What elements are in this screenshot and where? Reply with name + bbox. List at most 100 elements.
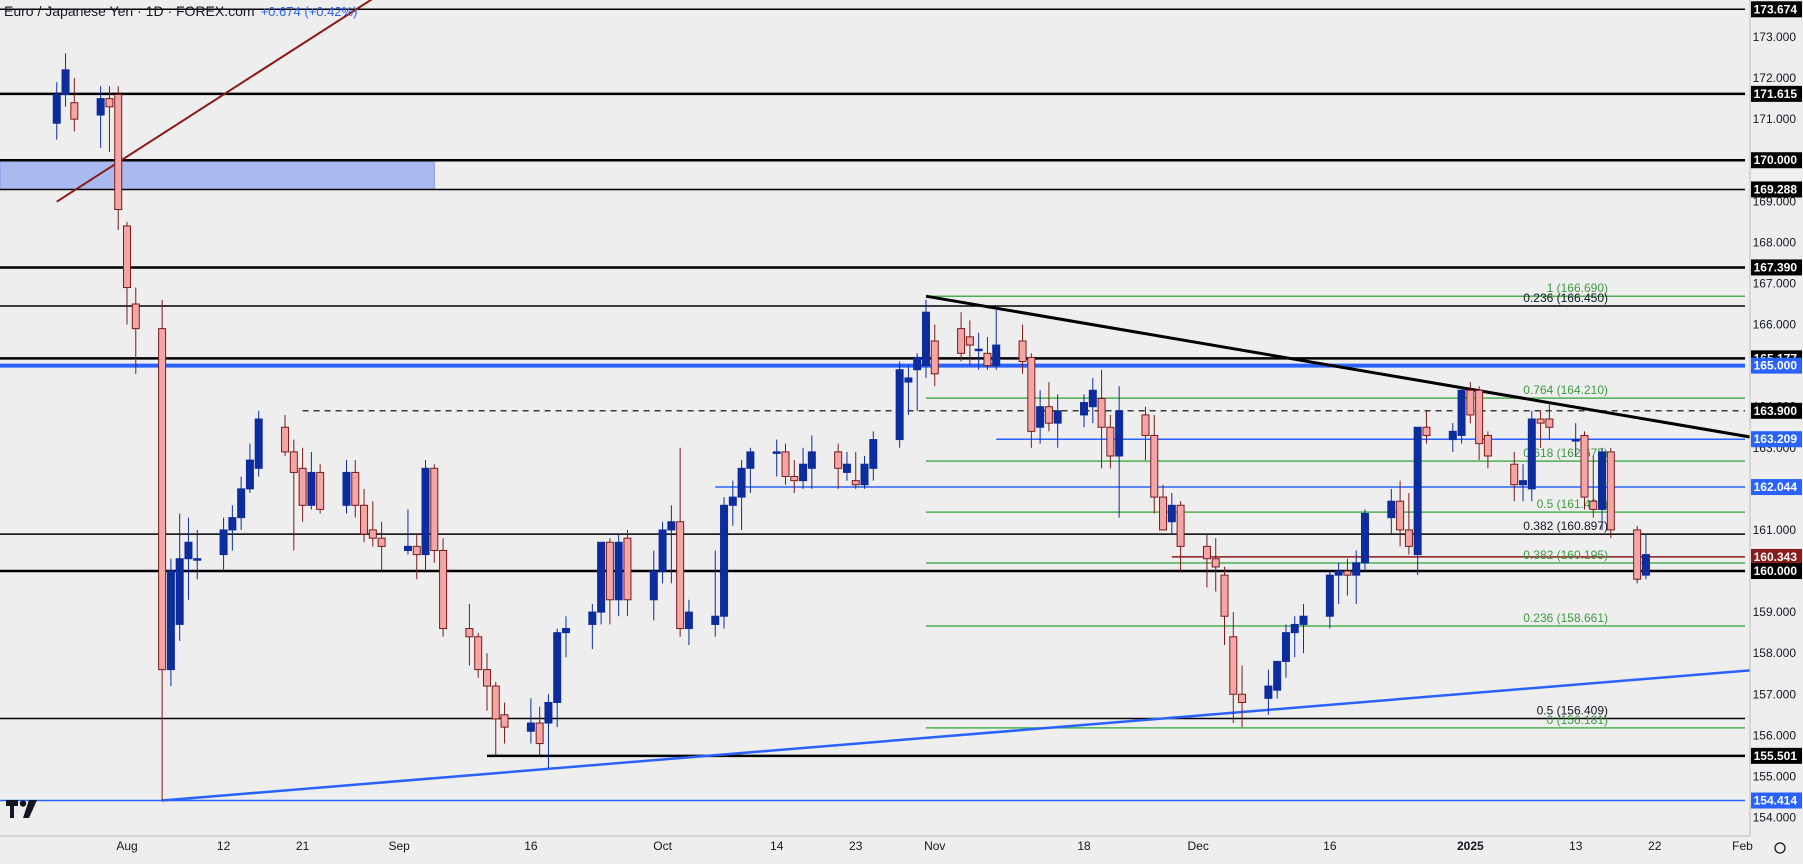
candle-body[interactable] [1264,685,1273,699]
candle-body[interactable] [553,632,562,703]
candle-body[interactable] [1457,389,1466,436]
candle-body[interactable] [96,98,105,116]
candle-body[interactable] [720,504,729,617]
candle-body[interactable] [412,545,421,556]
candle-body[interactable] [1413,426,1422,556]
candle-body[interactable] [974,348,983,352]
candle-body[interactable] [1519,480,1528,486]
candle-body[interactable] [1202,545,1211,560]
candle-body[interactable] [289,451,298,473]
candle-body[interactable] [1325,574,1334,617]
candle-body[interactable] [228,517,237,531]
candle-body[interactable] [614,541,623,601]
candle-body[interactable] [465,628,474,638]
candle-body[interactable] [123,225,131,289]
time-axis[interactable] [0,836,1803,859]
candle-body[interactable] [491,685,500,720]
candle-body[interactable] [746,451,755,469]
candle-body[interactable] [245,459,254,490]
candle-body[interactable] [649,570,658,601]
candle-body[interactable] [1106,426,1115,457]
candle-body[interactable] [1053,410,1062,424]
candle-body[interactable] [1088,389,1097,408]
candle-body[interactable] [1475,389,1484,445]
candle-body[interactable] [913,356,922,371]
resistance-zone[interactable] [0,159,435,190]
candle-body[interactable] [1229,636,1238,695]
candle-body[interactable] [904,377,913,383]
candle-body[interactable] [1018,340,1027,363]
candle-body[interactable] [1273,660,1282,691]
candle-body[interactable] [482,669,491,687]
candle-body[interactable] [562,628,570,634]
candle-body[interactable] [316,471,325,510]
candle-body[interactable] [1080,402,1089,416]
candle-body[interactable] [1360,513,1369,564]
candle-body[interactable] [1150,434,1159,498]
candle-body[interactable] [667,521,676,531]
candle-body[interactable] [158,328,167,671]
candle-body[interactable] [1545,418,1554,428]
candle-body[interactable] [114,93,123,211]
candle-body[interactable] [1641,554,1650,576]
candle-body[interactable] [474,636,483,671]
candle-body[interactable] [351,471,360,506]
candle-body[interactable] [544,701,553,724]
candle-body[interactable] [52,93,61,124]
candle-body[interactable] [1281,632,1290,662]
descending-trendline[interactable] [925,294,1803,464]
candle-body[interactable] [193,558,202,561]
candle-body[interactable] [807,451,816,469]
candle-body[interactable] [597,541,606,613]
candle-body[interactable] [1167,504,1176,523]
candle-body[interactable] [131,303,140,330]
candle-body[interactable] [992,344,1001,367]
candle-body[interactable] [1115,410,1124,457]
candle-body[interactable] [930,340,939,375]
candle-body[interactable] [1352,562,1361,576]
candle-body[interactable] [983,352,992,367]
candle-body[interactable] [1238,693,1247,703]
candle-body[interactable] [307,471,316,506]
candle-body[interactable] [957,328,966,354]
candle-body[interactable] [1211,558,1220,568]
candle-body[interactable] [166,570,175,671]
candle-body[interactable] [834,451,843,469]
candle-body[interactable] [842,463,851,473]
candle-body[interactable] [860,463,869,486]
candle-body[interactable] [965,336,974,346]
candle-body[interactable] [1343,570,1352,576]
candle-body[interactable] [772,451,781,454]
candle-body[interactable] [184,541,193,560]
candle-body[interactable] [254,418,263,469]
rising-trendline[interactable] [162,657,1803,802]
candle-body[interactable] [781,451,790,478]
maroon-trendline[interactable] [56,0,382,203]
candle-body[interactable] [368,529,377,539]
candle-body[interactable] [1334,570,1343,576]
candle-body[interactable] [1396,500,1405,531]
candle-body[interactable] [676,521,685,630]
candle-body[interactable] [1422,426,1431,436]
candle-body[interactable] [219,529,228,556]
candle-body[interactable] [895,369,904,441]
candle-body[interactable] [623,537,632,601]
candle-body[interactable] [869,439,878,469]
candle-body[interactable] [175,558,184,625]
candle-body[interactable] [1176,504,1185,547]
tradingview-logo-icon[interactable] [6,800,38,823]
candle-body[interactable] [1598,451,1607,510]
candle-body[interactable] [61,69,70,95]
candle-body[interactable] [1159,496,1168,531]
candle-body[interactable] [1571,439,1580,442]
candle-body[interactable] [1141,414,1150,436]
candle-body[interactable] [658,529,667,572]
candle-body[interactable] [605,541,614,601]
candle-body[interactable] [1580,434,1589,498]
candle-body[interactable] [1299,615,1308,625]
candle-body[interactable] [1404,529,1413,547]
candle-body[interactable] [588,611,597,625]
candle-body[interactable] [377,537,386,547]
candle-body[interactable] [281,426,290,453]
candle-body[interactable] [1036,406,1045,428]
